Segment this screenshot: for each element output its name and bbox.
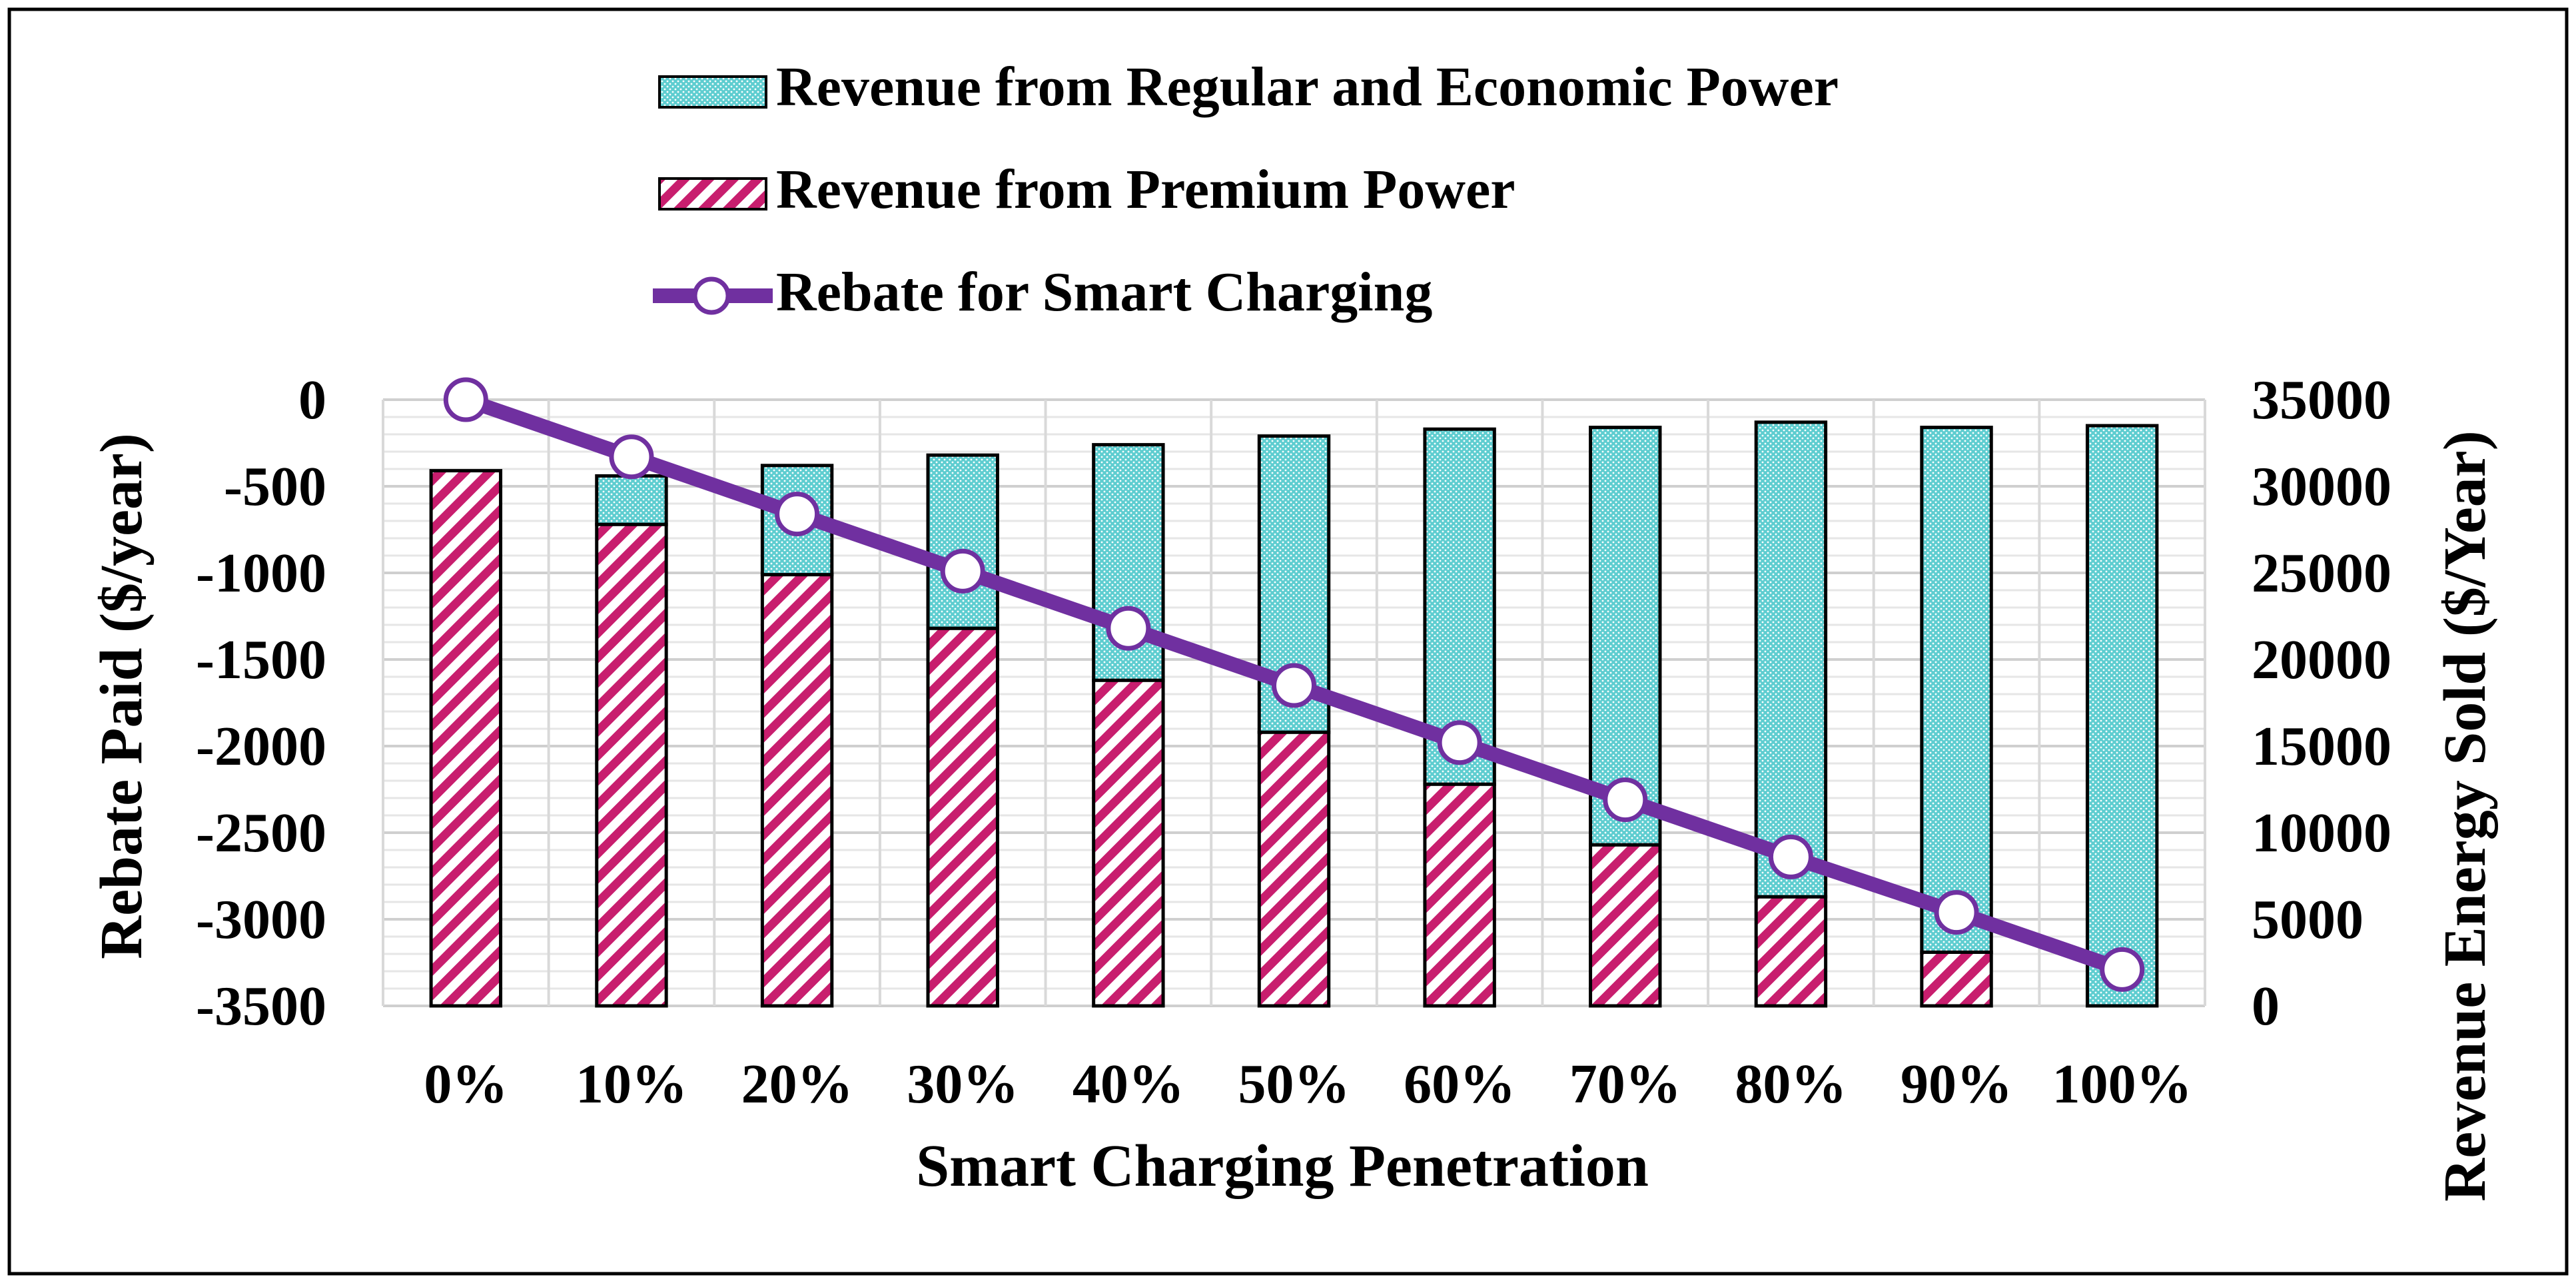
bar-regular-1 [595, 474, 668, 526]
bar-regular-3 [926, 453, 999, 630]
x-axis-title: Smart Charging Penetration [916, 1133, 1649, 1199]
y-tick-label: -500 [224, 456, 326, 518]
y2-tick-label: 35000 [2252, 369, 2391, 431]
legend: Revenue from Regular and Economic Power … [653, 56, 1839, 323]
rebate-point-5 [1272, 663, 1316, 708]
y2-tick-label: 20000 [2252, 629, 2391, 691]
x-tick-label: 80% [1735, 1053, 1847, 1115]
bar-premium-7 [1589, 843, 1662, 1008]
y-tick-label: -1000 [196, 542, 326, 604]
y2-tick-label: 0 [2252, 975, 2280, 1037]
bar-regular-8 [1754, 420, 1828, 899]
rebate-point-10 [2100, 947, 2145, 992]
x-tick-label: 50% [1238, 1053, 1350, 1115]
bar-premium-4 [1092, 678, 1165, 1008]
bar-regular-9 [1920, 426, 1993, 954]
legend-swatch-stripes [658, 177, 767, 211]
legend-label-premium: Revenue from Premium Power [776, 159, 1515, 220]
bar-premium-1 [595, 522, 668, 1008]
y2-axis-title: Revenue Energy Sold ($/Year) [2432, 430, 2498, 1201]
rebate-point-1 [609, 434, 654, 480]
y2-tick-label: 15000 [2252, 715, 2391, 777]
y-tick-label: -1500 [196, 629, 326, 691]
right-axis-ticks: 35000 30000 25000 20000 15000 10000 5000 0 [2252, 369, 2391, 1037]
rebate-point-0 [443, 377, 488, 422]
x-tick-label: 20% [741, 1053, 853, 1115]
rebate-point-7 [1603, 777, 1648, 823]
rebate-point-2 [775, 492, 820, 537]
bar-premium-8 [1754, 895, 1828, 1008]
left-axis-ticks: 0 -500 -1000 -1500 -2000 -2500 -3000 -3500 [196, 369, 326, 1037]
x-tick-label: 90% [1901, 1053, 2012, 1115]
x-tick-label: 10% [576, 1053, 687, 1115]
y-axis-title: Rebate Paid ($/year) [89, 433, 155, 959]
x-tick-label: 70% [1569, 1053, 1681, 1115]
rebate-point-4 [1106, 606, 1151, 651]
x-tick-label: 100% [2052, 1053, 2192, 1115]
legend-label-regular-economic: Revenue from Regular and Economic Power [776, 56, 1839, 118]
y2-tick-label: 25000 [2252, 542, 2391, 604]
y-tick-label: -3000 [196, 889, 326, 951]
bar-premium-2 [760, 573, 834, 1008]
rebate-line-layer [443, 377, 2145, 992]
y-tick-label: 0 [298, 369, 326, 431]
y2-tick-label: 5000 [2252, 889, 2363, 951]
bar-premium-0 [429, 469, 503, 1008]
y2-tick-label: 30000 [2252, 456, 2391, 518]
x-axis-ticks: 0% 10% 20% 30% 40% 50% 60% 70% 80% 90% 100% [424, 1053, 2192, 1115]
legend-item-rebate: Rebate for Smart Charging [653, 261, 1432, 323]
bar-premium-5 [1257, 730, 1331, 1008]
y2-tick-label: 10000 [2252, 802, 2391, 864]
x-tick-label: 60% [1404, 1053, 1515, 1115]
bar-regular-10 [2085, 424, 2159, 1008]
x-tick-label: 0% [424, 1053, 508, 1115]
rebate-point-6 [1437, 720, 1482, 765]
rebate-point-8 [1768, 834, 1813, 879]
y-tick-label: -3500 [196, 975, 326, 1037]
legend-marker [692, 276, 731, 315]
legend-item-regular-economic: Revenue from Regular and Economic Power [658, 56, 1839, 118]
bar-premium-6 [1423, 782, 1496, 1008]
legend-item-premium: Revenue from Premium Power [658, 159, 1515, 220]
y-tick-label: -2000 [196, 715, 326, 777]
bars [429, 420, 2159, 1008]
bar-premium-3 [926, 626, 999, 1008]
x-tick-label: 30% [907, 1053, 1019, 1115]
legend-label-rebate: Rebate for Smart Charging [776, 261, 1432, 323]
y-tick-label: -2500 [196, 802, 326, 864]
legend-swatch-dots [658, 75, 767, 109]
bar-premium-9 [1920, 950, 1993, 1008]
rebate-point-9 [1934, 890, 1979, 935]
x-tick-label: 40% [1073, 1053, 1184, 1115]
bar-regular-7 [1589, 426, 1662, 847]
rebate-point-3 [940, 548, 985, 594]
